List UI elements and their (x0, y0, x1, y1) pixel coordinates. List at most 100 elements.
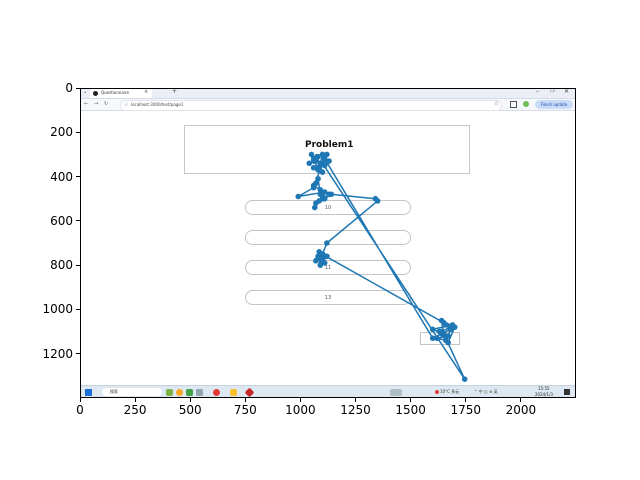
data-point (315, 164, 321, 171)
data-point (438, 317, 445, 324)
app-icon[interactable] (176, 389, 183, 396)
y-tick (76, 308, 80, 310)
y-tick (76, 131, 80, 133)
data-point (311, 204, 318, 211)
data-point (451, 324, 458, 330)
data-point (319, 169, 326, 175)
x-tick-label: 0 (76, 403, 84, 417)
data-point (445, 339, 451, 346)
app-icon[interactable] (186, 389, 193, 396)
app-icon[interactable] (166, 389, 173, 396)
y-tick-label: 200 (50, 125, 73, 140)
x-tick (244, 398, 246, 402)
y-tick (76, 176, 80, 178)
favicon-icon (93, 91, 98, 96)
option-3[interactable]: 11 (245, 260, 411, 275)
data-point (324, 240, 330, 246)
data-point (313, 180, 319, 187)
reload-icon[interactable]: ↻ (104, 101, 109, 107)
x-tick (79, 398, 81, 402)
tab-search-icon[interactable]: ⌄ (83, 89, 88, 95)
y-tick (76, 353, 80, 355)
widget-icon[interactable] (390, 389, 402, 396)
data-point (308, 151, 315, 158)
minimize-icon[interactable]: – (536, 88, 539, 95)
problem-title: Problem1 (305, 140, 354, 150)
clock-date[interactable]: 2024/1/3 (535, 392, 553, 397)
option-1[interactable]: 10 (245, 200, 411, 215)
y-tick-label: 600 (50, 213, 73, 228)
data-point (447, 326, 454, 333)
url-input[interactable]: ⓘ localhost:3000/test/page1 (120, 100, 502, 111)
data-point (310, 158, 317, 164)
profile-avatar-icon[interactable] (523, 101, 529, 107)
data-point (295, 193, 302, 200)
data-point (317, 191, 324, 198)
address-bar-row: ← → ↻ ⓘ localhost:3000/test/page1 ☆ Fini… (80, 99, 576, 111)
x-tick-label: 750 (233, 403, 257, 417)
x-tick-label: 1250 (340, 403, 371, 417)
chrome-icon[interactable] (213, 389, 220, 396)
bookmark-star-icon[interactable]: ☆ (494, 100, 500, 107)
taskbar-search-label: 搜索 (110, 389, 118, 394)
task-view-icon[interactable] (196, 389, 203, 396)
y-tick-label: 800 (50, 258, 73, 273)
data-point (321, 156, 328, 162)
x-tick (355, 398, 357, 402)
data-point (315, 175, 321, 182)
x-tick (465, 398, 467, 402)
data-point (316, 198, 322, 204)
weather-text[interactable]: 10°C 多云 (440, 389, 460, 394)
data-point (318, 260, 325, 266)
x-tick (410, 398, 412, 402)
maximize-icon[interactable]: ❐ (550, 88, 555, 94)
clock-time[interactable]: 15:55 (538, 386, 550, 391)
data-point (328, 191, 335, 198)
gaze-path-overlay (295, 151, 468, 382)
data-point (326, 158, 332, 164)
data-point (319, 151, 326, 158)
problem-card: Problem1 (184, 125, 470, 174)
data-point (314, 153, 320, 160)
data-point (310, 164, 317, 171)
y-tick (76, 87, 80, 89)
x-tick-label: 1000 (285, 403, 316, 417)
data-point (429, 326, 436, 333)
weather-icon (435, 390, 439, 394)
data-point (438, 330, 445, 337)
url-text: localhost:3000/test/page1 (131, 102, 184, 107)
x-tick (134, 398, 136, 402)
data-point (429, 335, 436, 342)
split-view-icon[interactable] (510, 101, 517, 108)
data-point (310, 184, 317, 191)
data-point (443, 322, 449, 328)
tab-title: Questionnaire (101, 90, 130, 95)
x-tick-label: 500 (178, 403, 202, 417)
data-point (321, 189, 328, 195)
info-icon[interactable]: ⓘ (124, 102, 128, 107)
y-tick (76, 264, 80, 266)
file-explorer-icon[interactable] (230, 389, 237, 396)
system-tray[interactable]: ^ 中 ◫ ⊚ 英 (474, 389, 498, 394)
windows-start-icon[interactable] (85, 389, 92, 396)
taskbar-search-input[interactable]: 搜索 (102, 388, 162, 396)
y-tick-label: 1200 (42, 346, 73, 361)
finish-update-button[interactable]: Finish update (535, 100, 573, 109)
data-point (319, 160, 326, 167)
data-point (321, 195, 328, 202)
data-point (374, 198, 381, 204)
browser-tab[interactable]: Questionnaire × (90, 89, 152, 98)
notification-icon[interactable] (564, 389, 570, 395)
x-tick (520, 398, 522, 402)
new-tab-icon[interactable]: + (172, 88, 178, 95)
tab-close-icon[interactable]: × (144, 89, 149, 95)
x-tick-label: 1500 (395, 403, 426, 417)
tab-strip: ⌄ Questionnaire × + – ❐ ✕ (80, 88, 576, 99)
y-tick (76, 220, 80, 222)
window-close-icon[interactable]: ✕ (564, 88, 570, 95)
y-tick-label: 1000 (42, 302, 73, 317)
back-icon[interactable]: ← (84, 101, 89, 107)
x-tick-label: 250 (123, 403, 147, 417)
forward-icon[interactable]: → (94, 101, 99, 107)
